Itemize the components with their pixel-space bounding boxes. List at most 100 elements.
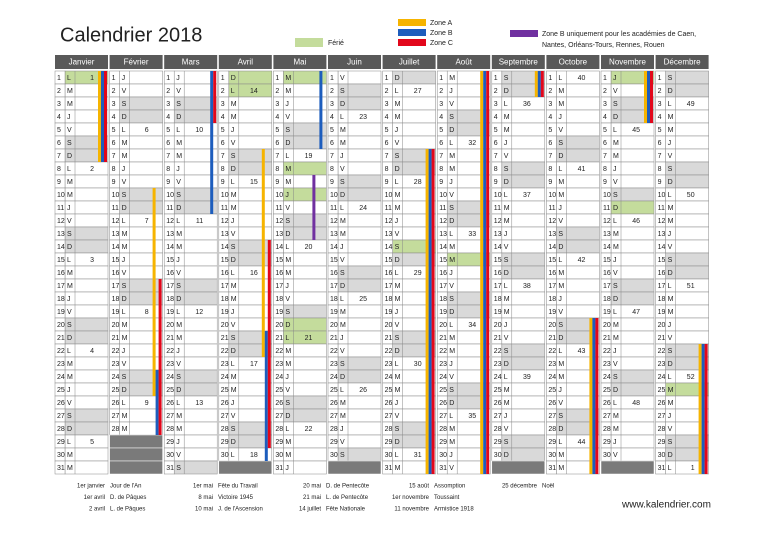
week-number: 18 bbox=[250, 452, 258, 459]
weekday: S bbox=[67, 231, 72, 238]
vacation-bar bbox=[312, 175, 316, 240]
week-number: 24 bbox=[359, 205, 367, 212]
day-number: 10 bbox=[439, 192, 447, 199]
day-number: 1 bbox=[275, 75, 279, 82]
weekday: M bbox=[395, 374, 401, 381]
vacation-bar bbox=[540, 71, 544, 97]
day-number: 8 bbox=[166, 166, 170, 173]
week-number: 25 bbox=[359, 296, 367, 303]
day-number: 23 bbox=[494, 361, 502, 368]
weekday: J bbox=[285, 283, 289, 290]
weekday: J bbox=[558, 205, 562, 212]
day-cell bbox=[501, 317, 546, 332]
weekday: V bbox=[613, 361, 618, 368]
weekday: M bbox=[668, 114, 674, 121]
day-number: 2 bbox=[658, 88, 662, 95]
vacation-bar bbox=[428, 149, 432, 474]
day-number: 1 bbox=[603, 75, 607, 82]
day-number: 5 bbox=[275, 127, 279, 134]
day-cell bbox=[610, 434, 655, 449]
day-cell bbox=[228, 304, 273, 319]
day-cell bbox=[64, 434, 109, 449]
weekday: M bbox=[395, 205, 401, 212]
weekday: M bbox=[613, 140, 619, 147]
weekday: D bbox=[285, 140, 290, 147]
weekday: L bbox=[504, 101, 508, 108]
day-number: 13 bbox=[548, 231, 556, 238]
weekday: L bbox=[122, 218, 126, 225]
week-number: 52 bbox=[687, 374, 695, 381]
day-number-cell bbox=[655, 460, 666, 475]
weekday: M bbox=[613, 322, 619, 329]
vacation-bar bbox=[534, 71, 538, 97]
day-number: 13 bbox=[658, 231, 666, 238]
day-number: 26 bbox=[385, 400, 393, 407]
day-number: 19 bbox=[166, 309, 174, 316]
weekday: L bbox=[231, 88, 235, 95]
weekday: D bbox=[613, 387, 618, 394]
day-number: 19 bbox=[330, 309, 338, 316]
weekday: V bbox=[67, 218, 72, 225]
week-number: 51 bbox=[687, 283, 695, 290]
day-cell bbox=[392, 122, 436, 137]
weekday: L bbox=[449, 322, 453, 329]
weekday: D bbox=[122, 296, 127, 303]
day-number: 14 bbox=[439, 244, 447, 251]
weekday: L bbox=[67, 257, 71, 264]
weekday: M bbox=[231, 114, 237, 121]
day-number: 30 bbox=[330, 452, 338, 459]
day-number: 21 bbox=[275, 335, 283, 342]
day-cell bbox=[119, 70, 163, 85]
weekday: M bbox=[558, 283, 564, 290]
day-number: 7 bbox=[275, 153, 279, 160]
weekday: V bbox=[449, 192, 454, 199]
weekday: M bbox=[231, 296, 237, 303]
week-number: 7 bbox=[145, 218, 149, 225]
weekday: D bbox=[67, 153, 72, 160]
day-number: 30 bbox=[166, 452, 174, 459]
weekday: M bbox=[285, 88, 291, 95]
weekday: V bbox=[668, 153, 673, 160]
day-number: 2 bbox=[275, 88, 279, 95]
day-number: 27 bbox=[166, 413, 174, 420]
holiday-name: Assomption bbox=[434, 484, 465, 490]
day-number: 30 bbox=[603, 452, 611, 459]
day-number: 18 bbox=[439, 296, 447, 303]
weekday: D bbox=[504, 88, 509, 95]
week-number: 42 bbox=[578, 257, 586, 264]
week-number: 43 bbox=[578, 348, 586, 355]
day-number: 22 bbox=[439, 348, 447, 355]
day-number: 14 bbox=[57, 244, 65, 251]
day-number: 9 bbox=[658, 179, 662, 186]
weekday: S bbox=[504, 439, 509, 446]
day-number: 4 bbox=[166, 114, 170, 121]
weekday: S bbox=[613, 374, 618, 381]
day-number: 18 bbox=[275, 296, 283, 303]
day-number: 24 bbox=[166, 374, 174, 381]
day-cell bbox=[228, 213, 273, 228]
weekday: M bbox=[668, 296, 674, 303]
weekday: L bbox=[504, 374, 508, 381]
day-number: 28 bbox=[439, 426, 447, 433]
weekday: V bbox=[449, 283, 454, 290]
day-number: 19 bbox=[57, 309, 65, 316]
day-number: 10 bbox=[385, 192, 393, 199]
day-number: 29 bbox=[548, 439, 556, 446]
week-number: 29 bbox=[414, 270, 422, 277]
week-number: 14 bbox=[250, 88, 258, 95]
weekday: M bbox=[340, 140, 346, 147]
day-number: 4 bbox=[439, 114, 443, 121]
holiday-date: 1er avril bbox=[84, 495, 105, 501]
weekday: M bbox=[176, 426, 182, 433]
day-number: 24 bbox=[275, 374, 283, 381]
day-number: 29 bbox=[385, 439, 393, 446]
weekday: V bbox=[558, 309, 563, 316]
weekday: M bbox=[285, 257, 291, 264]
vacation-bar bbox=[152, 188, 156, 396]
day-number: 14 bbox=[385, 244, 393, 251]
vacation-bar bbox=[595, 318, 599, 474]
day-number: 14 bbox=[221, 244, 229, 251]
weekday: J bbox=[340, 244, 344, 251]
weekday: M bbox=[67, 88, 73, 95]
day-number: 5 bbox=[112, 127, 116, 134]
